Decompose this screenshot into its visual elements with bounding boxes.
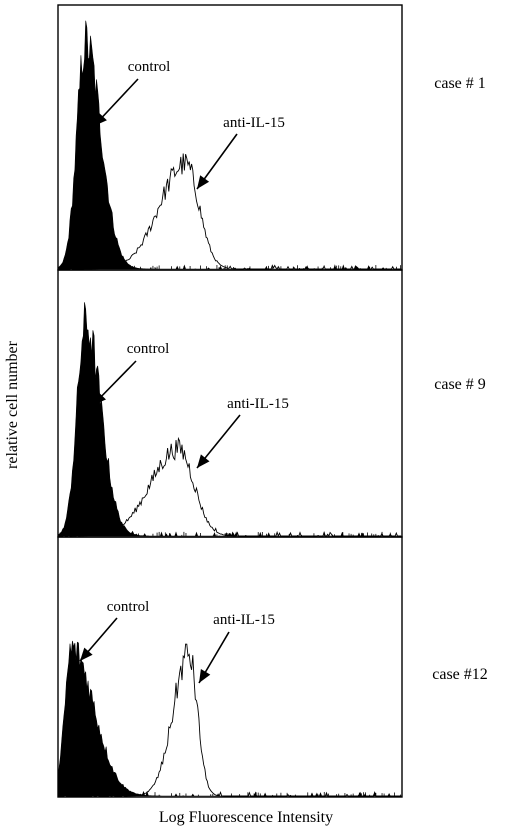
series-anti-IL-15-histogram bbox=[58, 643, 402, 797]
case-label: case # 9 bbox=[434, 376, 486, 393]
annotation-arrowhead bbox=[199, 669, 211, 683]
annotation-control: control bbox=[128, 59, 171, 75]
annotation-arrowhead bbox=[94, 112, 107, 126]
histogram-panel: control anti-IL-15 bbox=[57, 536, 403, 798]
annotation-control: control bbox=[107, 599, 150, 615]
case-label: case # 1 bbox=[434, 75, 486, 92]
histogram-panels: control anti-IL-15 case # 1 control anti-IL-… bbox=[57, 4, 488, 798]
annotation-anti-IL-15: anti-IL-15 bbox=[213, 612, 275, 628]
series-control-histogram bbox=[57, 640, 402, 797]
histogram-panel: control anti-IL-15 bbox=[57, 4, 403, 271]
x-axis-label: Log Fluorescence Intensity bbox=[159, 809, 333, 826]
annotation-anti-IL-15: anti-IL-15 bbox=[223, 115, 285, 131]
histogram-panel: control anti-IL-15 bbox=[57, 269, 403, 538]
annotation-arrowhead bbox=[80, 647, 93, 661]
series-anti-IL-15-histogram bbox=[58, 153, 402, 270]
annotation-anti-IL-15: anti-IL-15 bbox=[227, 396, 289, 412]
annotation-control: control bbox=[127, 341, 170, 357]
y-axis-label: relative cell number bbox=[4, 340, 21, 469]
series-control-histogram bbox=[57, 20, 402, 270]
annotation-arrowhead bbox=[197, 175, 210, 189]
case-label: case #12 bbox=[432, 666, 488, 683]
annotation-arrowhead bbox=[93, 391, 106, 405]
annotation-arrowhead bbox=[197, 454, 210, 468]
panel-frame bbox=[57, 536, 403, 798]
series-anti-IL-15-histogram bbox=[58, 436, 402, 538]
series-control-histogram bbox=[57, 302, 402, 537]
